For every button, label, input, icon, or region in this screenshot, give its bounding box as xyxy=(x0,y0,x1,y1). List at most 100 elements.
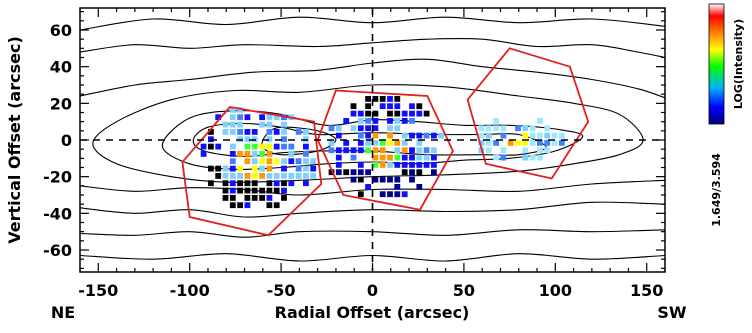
pixel xyxy=(387,162,393,168)
pixel xyxy=(288,143,295,150)
pixel xyxy=(394,162,401,168)
pixel xyxy=(357,125,364,132)
pixel xyxy=(394,96,401,102)
pixel xyxy=(335,162,342,168)
pixel xyxy=(237,173,243,179)
y-tick-label: -40 xyxy=(43,204,72,223)
pixel xyxy=(379,103,386,110)
pixel xyxy=(507,140,514,146)
pixel xyxy=(295,129,302,135)
pixel xyxy=(537,118,543,124)
pixel xyxy=(401,147,408,154)
pixel xyxy=(401,162,408,168)
pixel xyxy=(310,165,317,172)
pixel xyxy=(409,162,415,168)
pixel xyxy=(529,140,536,146)
pixel xyxy=(266,195,273,201)
pixel xyxy=(357,191,364,198)
pixel xyxy=(394,154,401,161)
pixel xyxy=(266,121,273,128)
pixel xyxy=(372,154,379,161)
pixel xyxy=(478,132,485,139)
pixel xyxy=(365,118,371,124)
pixel xyxy=(215,143,222,150)
pixel xyxy=(350,176,357,183)
pixel xyxy=(423,132,430,139)
pixel xyxy=(416,147,423,154)
pixel xyxy=(251,151,258,157)
pixel xyxy=(394,110,401,117)
pixel xyxy=(409,154,415,161)
pixel xyxy=(310,158,317,165)
pixel xyxy=(493,154,499,161)
pixel xyxy=(288,158,295,165)
pixel xyxy=(372,162,379,168)
pixel xyxy=(387,110,393,117)
pixel xyxy=(500,125,507,132)
pixel xyxy=(423,147,430,154)
pixel xyxy=(522,132,529,139)
pixel xyxy=(222,121,229,128)
pixel xyxy=(551,140,558,146)
pixel xyxy=(343,118,350,124)
pixel xyxy=(281,158,287,165)
pixel xyxy=(229,121,236,128)
pixel xyxy=(281,129,287,135)
x-tick-label: 150 xyxy=(630,281,663,300)
pixel xyxy=(372,125,379,132)
pixel xyxy=(522,147,529,154)
pixel xyxy=(537,154,543,161)
pixel xyxy=(266,165,273,172)
pixel xyxy=(500,132,507,139)
pixel xyxy=(409,103,415,110)
pixel xyxy=(357,132,364,139)
pixel xyxy=(208,129,214,135)
pixel xyxy=(266,136,273,143)
pixel xyxy=(365,169,371,176)
pixel xyxy=(537,147,543,154)
contour-c4 xyxy=(92,84,644,183)
pixel xyxy=(222,129,229,135)
pixel xyxy=(379,140,386,146)
pixel xyxy=(303,143,309,150)
pixel xyxy=(222,165,229,172)
contour-c8 xyxy=(80,179,665,196)
pixel xyxy=(259,173,265,179)
pixel xyxy=(335,132,342,139)
pixel xyxy=(281,143,287,150)
pixel xyxy=(229,158,236,165)
pixel xyxy=(365,103,371,110)
pixel xyxy=(559,132,565,139)
pixel xyxy=(478,140,485,146)
pixel xyxy=(372,118,379,124)
pixel xyxy=(244,151,251,157)
pixel xyxy=(303,173,309,179)
corner-label-left: NE xyxy=(51,303,75,322)
pixel xyxy=(394,118,401,124)
pixel xyxy=(350,125,357,132)
pixel xyxy=(365,184,371,190)
pixel xyxy=(266,187,273,194)
pixel xyxy=(343,140,350,146)
pixel xyxy=(431,147,437,154)
pixel xyxy=(244,180,251,187)
pixel xyxy=(357,147,364,154)
pixel xyxy=(273,143,280,150)
pixel xyxy=(266,143,273,150)
pixel xyxy=(259,187,265,194)
pixel xyxy=(229,195,236,201)
pixel xyxy=(208,165,214,172)
pixel xyxy=(544,147,551,154)
pixel xyxy=(387,154,393,161)
pixel xyxy=(515,140,521,146)
pixel xyxy=(372,132,379,139)
pixel xyxy=(288,151,295,157)
pixel xyxy=(281,165,287,172)
pixel xyxy=(237,151,243,157)
pixel xyxy=(303,129,309,135)
pixel xyxy=(335,147,342,154)
pixel xyxy=(537,132,543,139)
pixel xyxy=(372,176,379,183)
pixel xyxy=(273,202,280,209)
pixel xyxy=(237,187,243,194)
